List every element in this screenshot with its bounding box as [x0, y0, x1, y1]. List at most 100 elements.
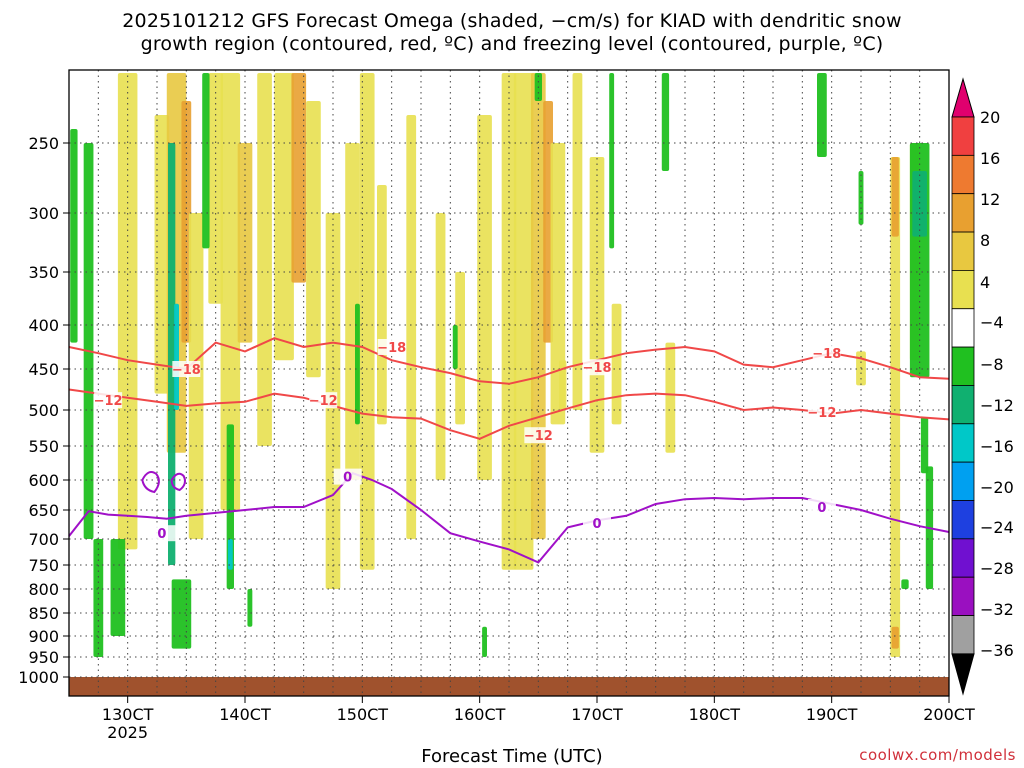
- contour--18: [68, 337, 950, 385]
- omega-shade-neg-10: [247, 589, 253, 627]
- x-axis-label: Forecast Time (UTC): [421, 746, 603, 767]
- contour-label-bg-0-3: [807, 499, 836, 515]
- omega-shade-26: [589, 157, 605, 453]
- contour-label-0-2: 0: [592, 517, 601, 532]
- contour-layer: −18 −18 −18 −18 −12 −12 −12 −12 0 0 0 0: [68, 337, 950, 564]
- omega-shade-neg-9: [227, 539, 233, 570]
- omega-shade-neg-6: [171, 579, 192, 649]
- colorbar-bottom-arrow: [951, 653, 975, 696]
- y-tick-label-10: 750: [28, 556, 59, 575]
- y-tick-label-14: 950: [28, 648, 59, 667]
- omega-shade-neg-5: [174, 303, 179, 410]
- omega-shade-33: [891, 626, 899, 649]
- x-tick-label-3: 160CT: [454, 705, 506, 724]
- colorbar-swatch-9: [951, 423, 975, 463]
- colorbar-label-5: −4: [980, 313, 1004, 332]
- omega-shade-neg-7: [202, 73, 210, 249]
- contour-label--18-3: −18: [812, 347, 841, 362]
- x-tick-label-0: 130CT: [102, 705, 154, 724]
- omega-shade-neg-17: [817, 73, 827, 157]
- colorbar-swatch-11: [951, 500, 975, 540]
- colorbar-label-4: 4: [980, 273, 990, 292]
- contour-label--12-1: −12: [309, 394, 338, 409]
- omega-shade-30: [890, 157, 901, 657]
- x-tick-label-2: 150CT: [337, 705, 389, 724]
- omega-shade-15: [377, 185, 387, 425]
- omega-shade-7: [237, 143, 253, 343]
- credit-text: coolwx.com/models: [859, 746, 1016, 764]
- contour--12: [68, 388, 950, 440]
- x-tick-label-1: 140CT: [219, 705, 271, 724]
- omega-shade-neg-16: [661, 73, 670, 171]
- x-tick-label-7: 200CT: [923, 705, 975, 724]
- omega-shade-16: [406, 115, 417, 539]
- y-tick-label-3: 400: [28, 316, 59, 335]
- chart-title-line1: 2025101212 GFS Forecast Omega (shaded, −…: [122, 10, 902, 32]
- contour-label-0-3: 0: [817, 501, 826, 516]
- omega-shade-32: [891, 157, 899, 237]
- colorbar-swatch-1: [951, 116, 975, 156]
- omega-shade-6: [220, 73, 241, 510]
- contour-label--18-1: −18: [377, 341, 406, 356]
- colorbar-swatch-12: [951, 538, 975, 578]
- contour-label-bg--18-1: [377, 339, 406, 355]
- contour-label-bg--12-2: [524, 427, 553, 444]
- colorbar-label-1: 16: [980, 149, 1000, 168]
- plot-frame: [68, 69, 950, 697]
- contour-label-bg-0-1: [333, 468, 362, 485]
- y-tick-label-12: 850: [28, 604, 59, 623]
- contour-label-bg--18-2: [583, 359, 611, 376]
- omega-shade-34: [559, 360, 567, 410]
- colorbar-swatch-4: [951, 231, 975, 271]
- omega-shade-neg-15: [609, 73, 615, 249]
- contour-0-loop-1: [141, 471, 160, 494]
- y-axis: 250 300 350 400 450 500 550 600 650 700 750 800 850 9…: [18, 134, 69, 687]
- colorbar-swatch-14: [951, 615, 975, 655]
- colorbar-swatch-8: [951, 385, 975, 425]
- colorbar-label-8: −16: [980, 437, 1014, 456]
- contour-label-bg--12-1: [309, 392, 338, 409]
- omega-shade-neg-0: [70, 129, 78, 343]
- contour-label-bg--12-0: [94, 392, 123, 409]
- x-tick-label-6: 190CT: [806, 705, 858, 724]
- y-tick-label-2: 350: [28, 263, 59, 282]
- y-tick-label-6: 550: [28, 437, 59, 456]
- contour-label-bg-0-0: [147, 525, 176, 542]
- omega-shade-9: [274, 73, 294, 361]
- omega-shade-neg-23: [920, 417, 929, 474]
- y-tick-label-7: 600: [28, 471, 59, 490]
- contour-label-bg--18-0: [172, 361, 201, 377]
- y-tick-label-9: 700: [28, 530, 59, 549]
- y-tick-label-4: 450: [28, 360, 59, 379]
- contour-label--12-2: −12: [524, 429, 553, 444]
- omega-shade-0: [117, 73, 138, 550]
- omega-shade-5: [208, 73, 223, 304]
- omega-shade-14: [359, 73, 375, 570]
- x-tick-label-4: 170CT: [571, 705, 623, 724]
- omega-shade-neg-22: [901, 579, 909, 589]
- contour-label-bg-0-2: [583, 514, 611, 531]
- contour-label-0-0: 0: [157, 527, 166, 542]
- omega-shade-1: [154, 115, 170, 394]
- omega-shade-neg-13: [482, 626, 487, 657]
- omega-shade-neg-11: [355, 303, 360, 425]
- colorbar-swatch-7: [951, 346, 975, 386]
- colorbar-top-arrow: [951, 77, 975, 118]
- x-year-label: 2025: [107, 723, 148, 742]
- colorbar-label-7: −12: [980, 396, 1014, 415]
- omega-shade-28: [665, 342, 676, 453]
- omega-shade-neg-1: [83, 143, 94, 539]
- contour-label--12-3: −12: [807, 406, 836, 421]
- colorbar-label-10: −24: [980, 518, 1014, 537]
- chart-title-line2: growth region (contoured, red, ºC) and f…: [140, 33, 884, 55]
- contour-0-loop-2: [170, 472, 186, 492]
- colorbar-label-9: −20: [980, 478, 1014, 497]
- colorbar: 20 16 12 8 4 −4 −8 −12 −16 −20 −24 −28 −32 −36: [951, 77, 1014, 696]
- contour-0: [68, 472, 950, 564]
- colorbar-label-3: 8: [980, 231, 990, 250]
- y-tick-label-5: 500: [28, 401, 59, 420]
- omega-shade-19: [477, 115, 492, 480]
- contour-label--18-2: −18: [583, 361, 612, 376]
- omega-shade-20: [501, 73, 517, 570]
